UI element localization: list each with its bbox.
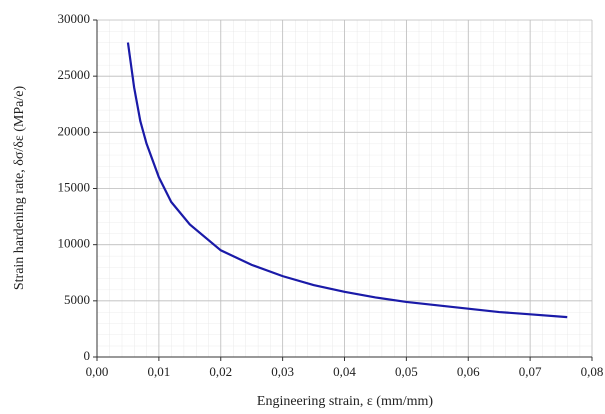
x-tick-label: 0,03 [271,364,294,379]
data-line [126,42,568,319]
x-tick-label: 0,01 [148,364,171,379]
y-tick-label: 20000 [58,123,91,138]
y-tick-label: 15000 [58,179,91,194]
y-tick-label: 0 [84,348,91,363]
x-tick-label: 0,06 [457,364,480,379]
x-tick-label: 0,08 [581,364,604,379]
x-tick-label: 0,05 [395,364,418,379]
y-tick-label: 25000 [58,67,91,82]
x-tick-label: 0,02 [209,364,232,379]
y-tick-label: 5000 [64,292,90,307]
y-tick-label: 30000 [58,11,91,26]
x-tick-label: 0,04 [333,364,356,379]
x-tick-label: 0,07 [519,364,542,379]
x-tick-label: 0,00 [86,364,109,379]
y-axis-label: Strain hardening rate, δσ/δε (MPa/e) [12,86,27,291]
x-axis-label: Engineering strain, ε (mm/mm) [257,394,434,409]
y-tick-label: 10000 [58,236,91,251]
